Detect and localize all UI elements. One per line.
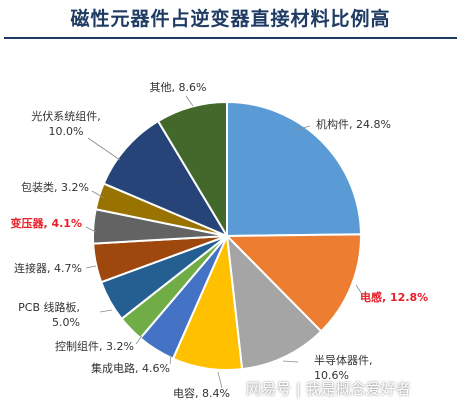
title-divider bbox=[4, 37, 457, 39]
leader-line-4 bbox=[169, 354, 172, 365]
slice-label-0: 机构件, 24.8% bbox=[316, 117, 391, 131]
pie-slices bbox=[92, 100, 363, 371]
slice-label-6: PCB 线路板, 5.0% bbox=[18, 300, 80, 329]
leader-lines bbox=[85, 95, 363, 389]
leader-line-5 bbox=[135, 335, 143, 345]
pie-slice-1 bbox=[224, 233, 362, 333]
pie-slice-11 bbox=[156, 100, 228, 240]
leader-line-3 bbox=[217, 371, 223, 389]
slice-label-3: 电容, 8.4% bbox=[173, 386, 230, 400]
slice-label-5: 控制组件, 3.2% bbox=[55, 339, 134, 353]
leader-line-10 bbox=[87, 137, 121, 161]
slice-label-2: 半导体器件, 10.6% bbox=[314, 353, 373, 382]
slice-label-7: 连接器, 4.7% bbox=[14, 262, 82, 275]
slice-label-8: 变压器, 4.1% bbox=[10, 216, 82, 230]
leader-line-9 bbox=[91, 190, 105, 199]
slice-label-9: 包装类, 3.2% bbox=[21, 180, 89, 194]
pie-slice-2 bbox=[225, 233, 323, 371]
slice-label-4: 集成电路, 4.6% bbox=[91, 361, 170, 375]
leader-line-6 bbox=[99, 309, 113, 313]
leader-line-7 bbox=[85, 265, 97, 269]
slice-label-1: 电感, 12.8% bbox=[360, 290, 428, 304]
slice-labels: 机构件, 24.8% 电感, 12.8% 半导体器件, 10.6% 电容, 8.4%集成… bbox=[10, 81, 428, 400]
slice-label-10: 光伏系统组件, 10.0% bbox=[31, 109, 101, 138]
leader-line-1 bbox=[355, 284, 363, 295]
leader-line-11 bbox=[185, 95, 194, 107]
pie-slice-0 bbox=[226, 100, 363, 238]
chart-title: 磁性元器件占逆变器直接材料比例高 bbox=[70, 8, 391, 30]
leader-line-8 bbox=[85, 226, 97, 233]
leader-line-0 bbox=[295, 125, 311, 131]
watermark-text: 网易号 | 我是概念爱好者 bbox=[246, 380, 411, 398]
pie-slice-10 bbox=[102, 119, 230, 239]
leader-line-2 bbox=[282, 360, 299, 363]
slice-label-11: 其他, 8.6% bbox=[150, 81, 207, 94]
